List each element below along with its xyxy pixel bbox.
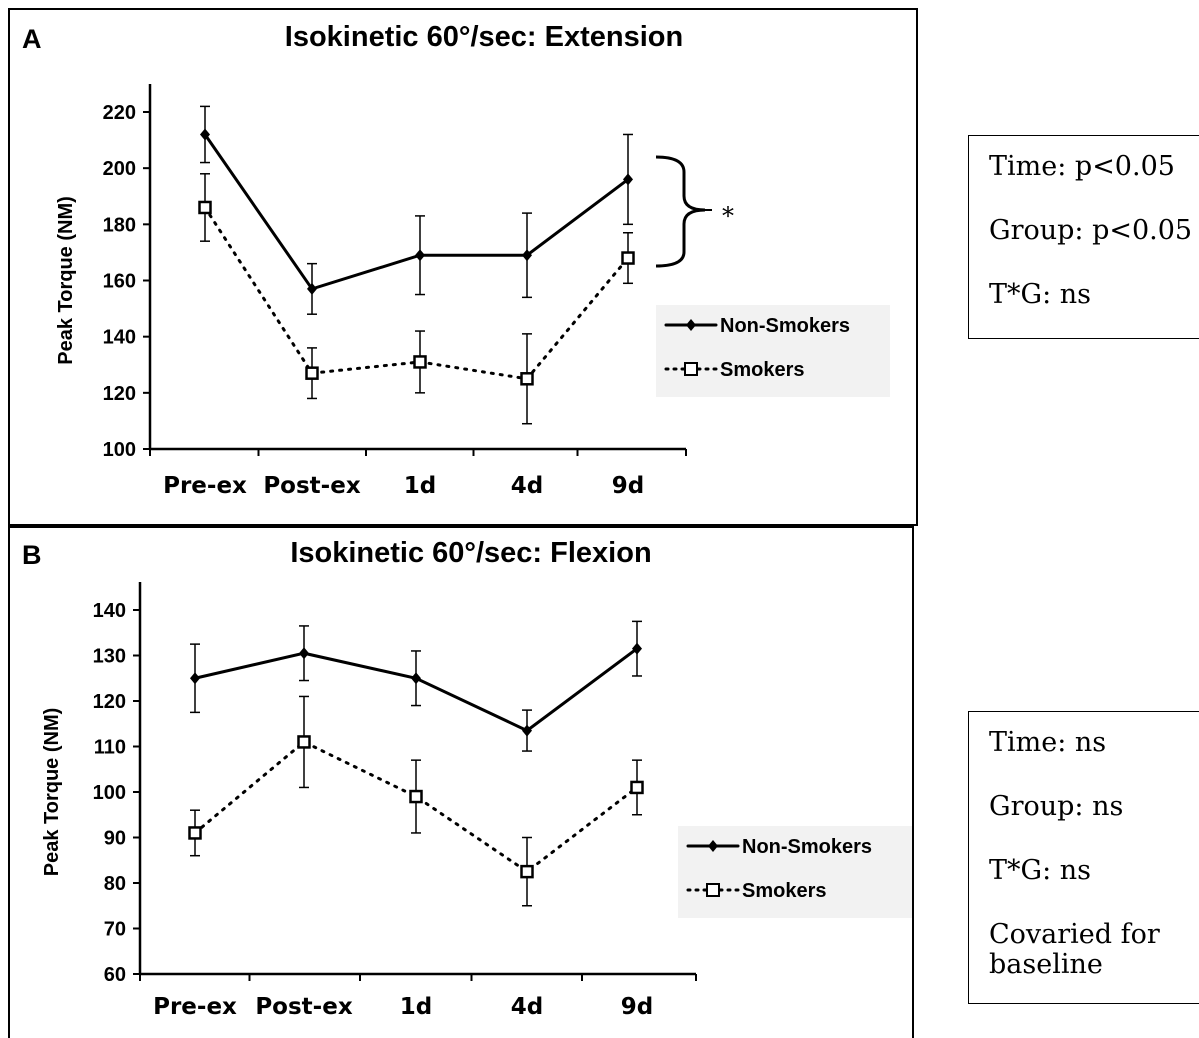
data-point: [409, 789, 423, 804]
stat-group: Group: p<0.05: [989, 215, 1193, 246]
y-axis-label: Peak Torque (NM): [55, 196, 77, 365]
data-point: [520, 864, 534, 879]
significance-asterisk: *: [722, 202, 734, 230]
data-point: [520, 372, 534, 386]
y-axis-label: Peak Torque (NM): [41, 708, 63, 877]
y-tick-label: 90: [104, 828, 126, 850]
x-tick-label: Pre-ex: [163, 473, 247, 499]
y-tick-label: 100: [93, 782, 126, 804]
stats-box-flexion: Time: ns Group: ns T*G: ns Covaried for …: [968, 711, 1199, 1004]
legend-label: Non-Smokers: [720, 315, 850, 337]
stat-group: Group: ns: [989, 791, 1124, 822]
legend-marker: [686, 319, 696, 331]
data-point: [632, 642, 642, 655]
data-point: [623, 173, 633, 186]
legend-marker: [684, 362, 698, 376]
y-tick-label: 130: [93, 646, 126, 668]
y-tick-label: 60: [104, 964, 126, 986]
y-tick-label: 140: [93, 600, 126, 622]
stat-covariate: Covaried for baseline: [989, 919, 1160, 980]
panel-letter: B: [22, 540, 42, 570]
legend-label: Non-Smokers: [742, 836, 872, 858]
data-point: [200, 128, 210, 141]
y-tick-label: 180: [103, 214, 136, 236]
chart-title: Isokinetic 60°/sec: Extension: [285, 21, 683, 53]
data-point: [297, 735, 311, 749]
data-point: [413, 355, 427, 369]
y-tick-label: 120: [93, 691, 126, 713]
legend-label: Smokers: [720, 359, 805, 381]
panel-a: [8, 8, 918, 526]
chart-title: Isokinetic 60°/sec: Flexion: [290, 537, 651, 569]
data-point: [522, 249, 532, 262]
y-tick-label: 80: [104, 873, 126, 895]
legend-label: Smokers: [742, 880, 827, 902]
y-tick-label: 100: [103, 439, 136, 461]
y-tick-label: 160: [103, 271, 136, 293]
data-point: [621, 251, 635, 265]
data-point: [411, 672, 421, 685]
data-point: [522, 724, 532, 737]
stat-interaction: T*G: ns: [989, 279, 1092, 310]
legend-marker: [706, 883, 720, 897]
y-tick-label: 70: [104, 919, 126, 941]
data-point: [188, 826, 202, 840]
x-tick-label: 4d: [511, 994, 543, 1020]
x-tick-label: Post-ex: [263, 473, 360, 499]
data-point: [299, 647, 309, 660]
x-tick-label: 1d: [400, 994, 432, 1020]
y-tick-label: 220: [103, 102, 136, 124]
data-point: [307, 282, 317, 295]
x-tick-label: 4d: [511, 473, 543, 499]
stat-time: Time: p<0.05: [989, 151, 1175, 182]
y-tick-label: 140: [103, 327, 136, 349]
data-point: [305, 366, 319, 380]
stat-interaction: T*G: ns: [989, 855, 1092, 886]
x-tick-label: 1d: [404, 473, 436, 499]
x-tick-label: Post-ex: [255, 994, 352, 1020]
x-tick-label: 9d: [612, 473, 644, 499]
x-tick-label: Pre-ex: [153, 994, 237, 1020]
y-tick-label: 110: [94, 737, 126, 759]
legend-box: [656, 305, 890, 397]
y-tick-label: 120: [103, 383, 136, 405]
stats-box-extension: Time: p<0.05 Group: p<0.05 T*G: ns: [968, 135, 1199, 339]
data-point: [198, 200, 212, 215]
legend-marker: [708, 840, 718, 852]
data-point: [415, 249, 425, 262]
x-tick-label: 9d: [621, 994, 653, 1020]
data-point: [190, 672, 200, 685]
panel-letter: A: [22, 24, 42, 54]
stat-time: Time: ns: [989, 727, 1107, 758]
panel-b: [8, 526, 914, 1038]
y-tick-label: 200: [103, 158, 136, 180]
data-point: [630, 780, 644, 795]
legend-box: [678, 826, 912, 918]
